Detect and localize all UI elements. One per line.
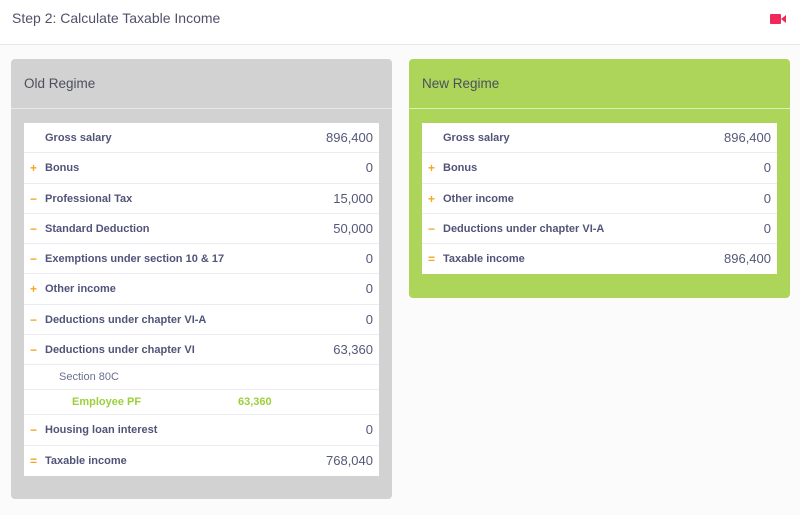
- row-label: Other income: [443, 192, 514, 205]
- table-row-taxable-income: = Taxable income 768,040: [24, 446, 379, 476]
- table-row-exemptions: − Exemptions under section 10 & 17 0: [24, 244, 379, 275]
- table-row-professional-tax: − Professional Tax 15,000: [24, 184, 379, 214]
- video-camera-icon[interactable]: [770, 14, 786, 24]
- row-value: 0: [763, 160, 771, 176]
- table-row-gross-salary: Gross salary 896,400: [422, 123, 777, 154]
- row-value: 0: [365, 251, 373, 267]
- new-regime-table: Gross salary 896,400 + Bonus 0 + Other i…: [422, 123, 777, 275]
- row-label: Taxable income: [45, 454, 127, 467]
- table-row-deductions-vi-a: − Deductions under chapter VI-A 0: [24, 305, 379, 336]
- table-row-employee-pf: Employee PF 63,360: [24, 390, 379, 416]
- row-label: Other income: [45, 283, 116, 296]
- row-value: 0: [365, 422, 373, 438]
- old-regime-panel: Old Regime Gross salary 896,400 + Bonus …: [11, 59, 392, 499]
- minus-icon: −: [30, 312, 38, 327]
- plus-icon: +: [30, 282, 38, 297]
- row-value: 50,000: [333, 220, 373, 236]
- row-value: 896,400: [326, 130, 373, 145]
- minus-icon: −: [30, 252, 38, 267]
- minus-icon: −: [30, 343, 38, 358]
- table-row-standard-deduction: − Standard Deduction 50,000: [24, 214, 379, 245]
- row-label: Exemptions under section 10 & 17: [45, 253, 225, 266]
- row-value: 0: [365, 160, 373, 176]
- table-row-other-income: + Other income 0: [24, 274, 379, 305]
- row-label: Deductions under chapter VI: [45, 344, 195, 357]
- row-label: Bonus: [443, 162, 478, 175]
- table-row-other-income: + Other income 0: [422, 184, 777, 214]
- row-label: Gross salary: [45, 132, 112, 144]
- page-title: Step 2: Calculate Taxable Income: [12, 10, 221, 26]
- equals-icon: =: [428, 252, 436, 267]
- row-label: Housing loan interest: [45, 424, 158, 437]
- plus-icon: +: [428, 161, 436, 176]
- row-label: Deductions under chapter VI-A: [443, 222, 605, 235]
- table-row-section-80c: Section 80C: [24, 365, 379, 391]
- row-label: Deductions under chapter VI-A: [45, 313, 207, 326]
- row-value: 63,360: [333, 342, 373, 358]
- table-row-deductions-vi: − Deductions under chapter VI 63,360: [24, 335, 379, 366]
- row-value: 0: [365, 281, 373, 297]
- section-label: Section 80C: [59, 371, 119, 384]
- minus-icon: −: [428, 221, 436, 236]
- equals-icon: =: [30, 453, 38, 468]
- table-row-housing-loan: − Housing loan interest 0: [24, 415, 379, 446]
- row-value: 0: [763, 220, 771, 236]
- row-value: 768,040: [326, 452, 373, 468]
- page-header: Step 2: Calculate Taxable Income: [0, 0, 800, 45]
- table-row-taxable-income: = Taxable income 896,400: [422, 244, 777, 274]
- row-label: Standard Deduction: [45, 222, 150, 235]
- section-item-value: 63,360: [238, 396, 272, 409]
- table-row-deductions-vi-a: − Deductions under chapter VI-A 0: [422, 214, 777, 245]
- minus-icon: −: [30, 191, 38, 206]
- row-value: 0: [365, 311, 373, 327]
- row-value: 15,000: [333, 190, 373, 206]
- plus-icon: +: [428, 191, 436, 206]
- old-regime-table: Gross salary 896,400 + Bonus 0 − Profess…: [24, 123, 379, 476]
- table-row-gross-salary: Gross salary 896,400: [24, 123, 379, 154]
- row-label: Bonus: [45, 162, 80, 175]
- row-value: 896,400: [724, 251, 771, 267]
- new-regime-title: New Regime: [409, 59, 790, 109]
- table-row-bonus: + Bonus 0: [422, 153, 777, 184]
- new-regime-panel: New Regime Gross salary 896,400 + Bonus …: [409, 59, 790, 298]
- row-label: Gross salary: [443, 132, 510, 144]
- section-item-label: Employee PF: [72, 396, 142, 409]
- row-label: Professional Tax: [45, 192, 133, 205]
- minus-icon: −: [30, 221, 38, 236]
- row-value: 0: [763, 190, 771, 206]
- row-value: 896,400: [724, 130, 771, 145]
- row-label: Taxable income: [443, 253, 525, 266]
- plus-icon: +: [30, 161, 38, 176]
- minus-icon: −: [30, 423, 38, 438]
- table-row-bonus: + Bonus 0: [24, 153, 379, 184]
- old-regime-title: Old Regime: [11, 59, 392, 109]
